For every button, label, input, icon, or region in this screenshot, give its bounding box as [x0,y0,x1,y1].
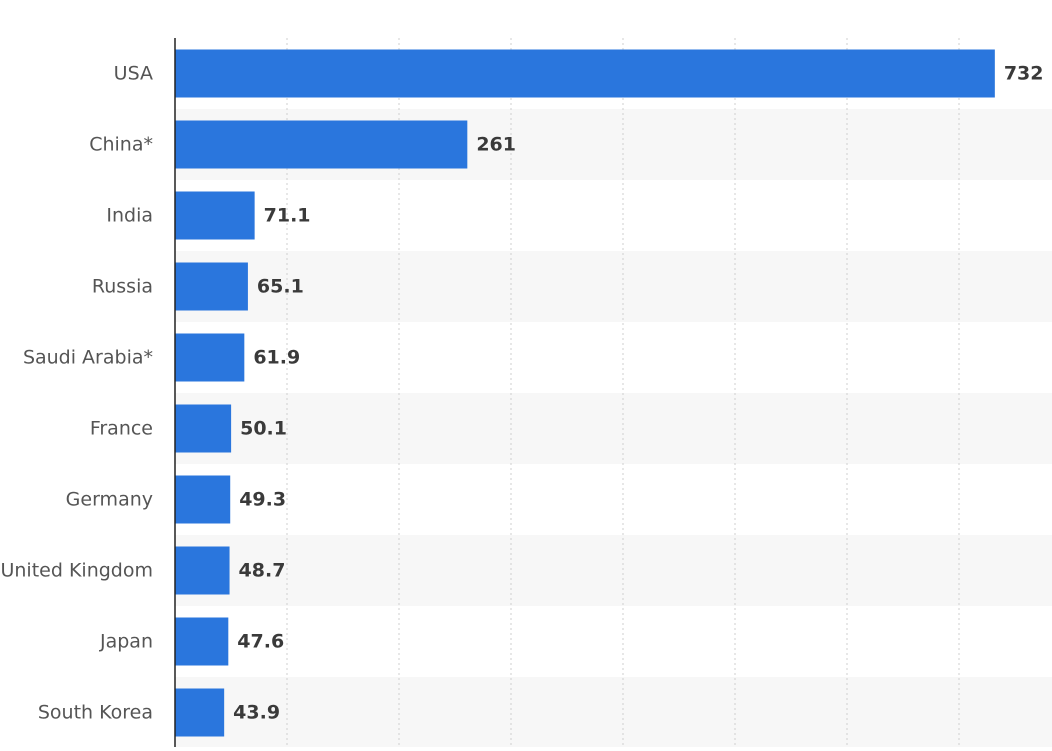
value-label: 50.1 [240,418,287,440]
bar [175,546,230,595]
bar [175,49,995,98]
row-band [175,535,1052,606]
row-band [175,677,1052,748]
bars [175,49,995,737]
category-label: Saudi Arabia* [23,347,153,369]
bar [175,617,229,666]
value-label: 71.1 [264,205,311,227]
category-label: USA [114,63,153,85]
value-label: 43.9 [233,702,280,724]
value-labels: 732 261 71.1 65.1 61.9 50.1 49.3 48.7 47.6 43.9 [233,63,1043,724]
gridlines [286,38,960,747]
row-bands [175,109,1052,748]
bar [175,404,232,453]
value-label: 47.6 [237,631,284,653]
value-label: 49.3 [239,489,286,511]
category-label: Japan [99,631,153,653]
bar [175,688,225,737]
category-label: Russia [92,276,153,298]
value-label: 732 [1004,63,1044,85]
category-label: France [90,418,153,440]
value-label: 261 [476,134,516,156]
row-band [175,251,1052,322]
category-labels: USA China* India Russia Saudi Arabia* France G… [0,63,153,724]
bar [175,262,248,311]
value-label: 48.7 [239,560,286,582]
category-label: United Kingdom [0,560,153,582]
category-label: South Korea [38,702,153,724]
category-label: China* [89,134,153,156]
bar [175,191,255,240]
bar [175,333,245,382]
bar [175,120,468,169]
value-label: 61.9 [253,347,300,369]
category-label: India [106,205,153,227]
bar [175,475,231,524]
value-label: 65.1 [257,276,304,298]
category-label: Germany [66,489,153,511]
row-band [175,393,1052,464]
